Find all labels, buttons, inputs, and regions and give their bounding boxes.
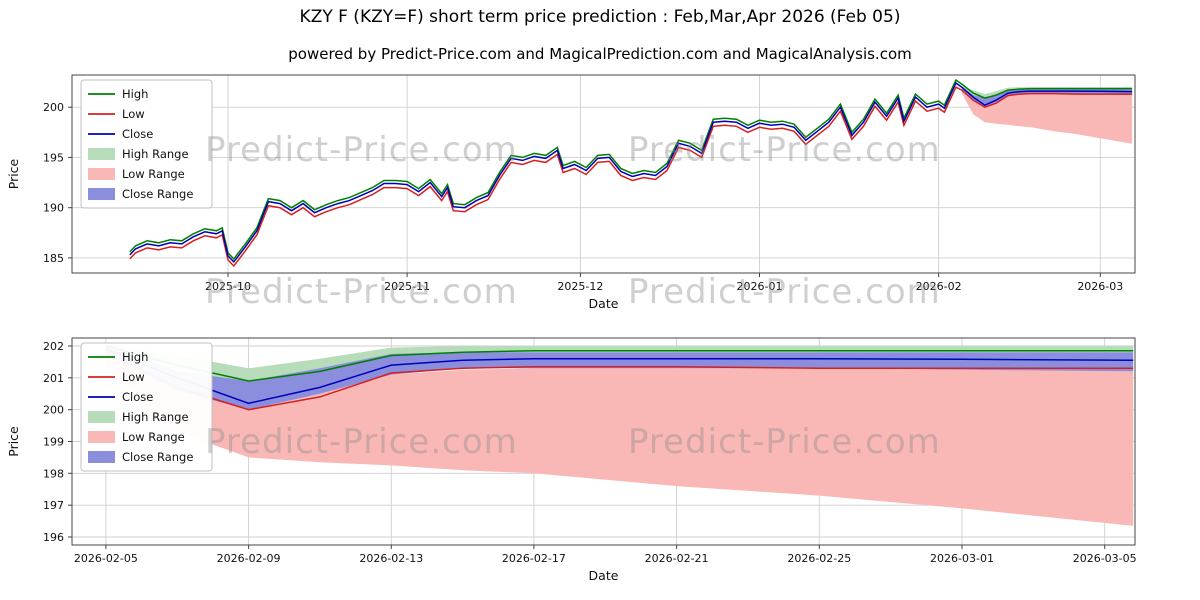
y-tick-label: 200 — [43, 101, 64, 114]
close-range-legend-swatch-icon — [88, 451, 115, 463]
x-tick-label: 2026-02-13 — [359, 552, 423, 565]
close-legend-label: Close — [122, 127, 153, 141]
high-line — [105, 345, 1134, 382]
close-range-legend-label: Close Range — [122, 450, 193, 464]
x-axis-label: Date — [589, 568, 619, 583]
y-tick-label: 197 — [43, 499, 64, 512]
close-legend-label: Close — [122, 390, 153, 404]
y-axis-label: Price — [6, 158, 21, 189]
x-tick-label: 2026-01 — [737, 280, 783, 293]
x-tick-label: 2026-02 — [916, 280, 962, 293]
y-tick-label: 190 — [43, 202, 64, 215]
low-range-band — [105, 355, 1134, 526]
price-history-chart: 2025-10 2025-11 2025-12 2026-01 2026-02 2026-… — [6, 74, 1136, 311]
y-tick-label: 199 — [43, 436, 64, 449]
x-tick-label: 2026-03-01 — [930, 552, 994, 565]
high-range-band — [961, 86, 1133, 102]
y-tick-label: 202 — [43, 340, 64, 353]
close-range-legend-swatch-icon — [88, 188, 115, 200]
high-legend-label: High — [122, 87, 148, 101]
x-tick-label: 2026-02-05 — [74, 552, 138, 565]
x-tick-label: 2026-02-25 — [787, 552, 851, 565]
high-range-legend-label: High Range — [122, 410, 189, 424]
x-tick-label: 2026-03 — [1077, 280, 1123, 293]
y-tick-label: 201 — [43, 372, 64, 385]
x-tick-label: 2026-02-21 — [645, 552, 709, 565]
x-tick-label: 2026-02-09 — [217, 552, 281, 565]
close-line — [129, 81, 1133, 264]
low-range-legend-label: Low Range — [122, 167, 185, 181]
close-range-legend-label: Close Range — [122, 187, 193, 201]
close-line — [105, 348, 1134, 405]
x-axis-label: Date — [589, 296, 619, 311]
x-tick-label: 2026-03-05 — [1073, 552, 1137, 565]
high-range-legend-swatch-icon — [88, 148, 115, 160]
low-legend-label: Low — [122, 107, 145, 121]
y-tick-label: 195 — [43, 151, 64, 164]
high-range-legend-swatch-icon — [88, 411, 115, 423]
x-tick-label: 2025-11 — [384, 280, 430, 293]
figure-title: KZY F (KZY=F) short term price predictio… — [299, 7, 901, 27]
x-tick-label: 2026-02-17 — [502, 552, 566, 565]
low-range-legend-swatch-icon — [88, 168, 115, 180]
plot-frame — [71, 74, 1136, 274]
high-range-band — [105, 344, 1134, 391]
x-tick-label: 2025-12 — [557, 280, 603, 293]
y-axis-label: Price — [6, 426, 21, 457]
x-tick-label: 2025-10 — [205, 280, 251, 293]
low-range-band — [961, 90, 1133, 144]
low-range-legend-label: Low Range — [122, 430, 185, 444]
low-line — [129, 86, 1133, 268]
prediction-detail-chart: 2026-02-05 2026-02-09 2026-02-13 2026-02-17… — [6, 337, 1137, 583]
y-tick-label: 196 — [43, 531, 64, 544]
y-tick-label: 198 — [43, 467, 64, 480]
y-tick-label: 200 — [43, 404, 64, 417]
low-range-legend-swatch-icon — [88, 431, 115, 443]
high-line — [129, 78, 1133, 261]
high-legend-label: High — [122, 350, 148, 364]
figure-subtitle: powered by Predict-Price.com and Magical… — [288, 45, 912, 63]
low-line — [105, 351, 1134, 411]
low-legend-label: Low — [122, 370, 145, 384]
high-range-legend-label: High Range — [122, 147, 189, 161]
y-tick-label: 185 — [43, 252, 64, 265]
